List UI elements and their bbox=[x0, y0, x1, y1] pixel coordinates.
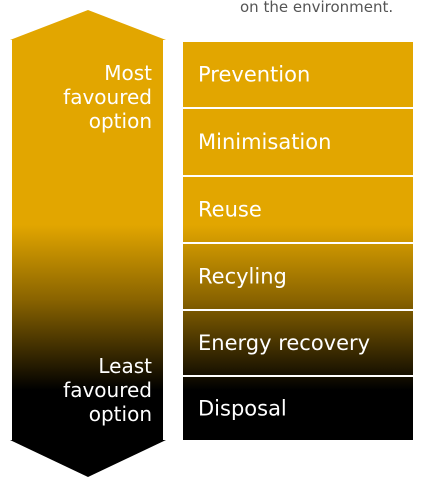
arrow-label: option bbox=[89, 402, 152, 426]
level-box bbox=[183, 177, 413, 242]
arrow-shaft bbox=[12, 40, 163, 440]
arrow-label: option bbox=[89, 109, 152, 133]
level-label: Disposal bbox=[198, 397, 287, 421]
levels: Prevention Minimisation Reuse Recyling Energ… bbox=[183, 42, 413, 440]
arrow-head-up bbox=[10, 10, 166, 40]
level-box bbox=[183, 42, 413, 107]
level-label: Minimisation bbox=[198, 130, 331, 154]
arrow-label: favoured bbox=[63, 378, 152, 402]
level-label: Reuse bbox=[198, 198, 262, 222]
level-label: Recyling bbox=[198, 265, 287, 289]
level-box bbox=[183, 311, 413, 375]
arrow-head-down bbox=[10, 440, 166, 477]
level-box bbox=[183, 244, 413, 309]
level-box bbox=[183, 109, 413, 175]
arrow-label: Most bbox=[104, 61, 152, 85]
caption: on the environment. bbox=[240, 0, 393, 16]
level-box bbox=[183, 377, 413, 440]
level-label: Prevention bbox=[198, 63, 310, 87]
arrow-label: favoured bbox=[63, 85, 152, 109]
arrow-label: Least bbox=[98, 354, 152, 378]
level-label: Energy recovery bbox=[198, 331, 370, 355]
